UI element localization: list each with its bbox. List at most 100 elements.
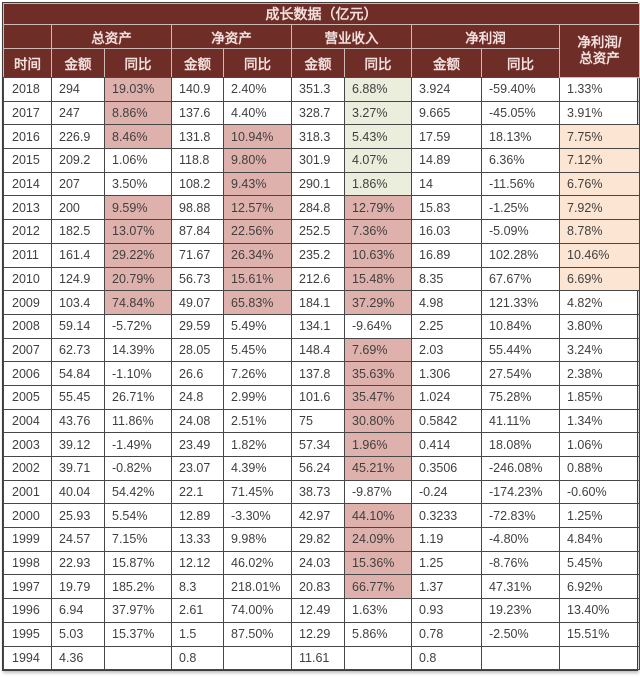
data-cell: 7.69% [344, 337, 412, 363]
table-row: 2012 182.5 13.07% 87.84 22.56% 252.5 7.36% 16.0… [3, 219, 640, 244]
table-row: 2006 54.84 -1.10% 26.6 7.26% 137.8 35.63% 1.306… [3, 361, 640, 386]
data-cell: 0.414 [411, 432, 482, 457]
data-cell: 137.6 [171, 100, 224, 126]
data-cell: 15.61% [223, 266, 292, 292]
year-cell: 1996 [3, 598, 52, 623]
growth-data-table: 成长数据（亿元） 总资产 净资产 营业收入 净利润 净利润/ 总资产 时间 金额… [2, 3, 640, 671]
data-cell: 6.88% [344, 77, 412, 102]
data-cell: 23.49 [171, 432, 224, 457]
data-cell: 2.25 [411, 313, 482, 339]
data-cell: 12.57% [223, 195, 292, 221]
table-row: 1995 5.03 15.37% 1.5 87.50% 12.29 5.86% 0.78 -2.… [3, 621, 640, 647]
data-cell: 15.83 [411, 195, 482, 221]
header-total-assets-yoy: 同比 [104, 48, 172, 78]
data-cell: 0.78 [411, 621, 482, 647]
data-cell: 98.88 [171, 195, 224, 221]
table-row: 2005 55.45 26.71% 24.8 2.99% 101.6 35.47% 1.024… [3, 384, 640, 410]
data-cell: -174.23% [481, 479, 560, 505]
data-cell: -9.64% [344, 313, 412, 339]
data-cell: 9.43% [223, 171, 292, 197]
data-cell: 351.3 [291, 77, 345, 102]
data-cell: 5.54% [104, 503, 172, 529]
data-cell: 14 [411, 171, 482, 197]
data-cell: 42.97 [291, 503, 345, 529]
year-cell: 2010 [3, 266, 52, 292]
data-cell: -1.49% [104, 432, 172, 457]
header-net-profit-yoy: 同比 [481, 48, 560, 78]
data-cell: 0.3506 [411, 456, 482, 481]
data-cell: 10.94% [223, 124, 292, 150]
data-cell: 108.2 [171, 171, 224, 197]
year-cell: 2004 [3, 408, 52, 434]
data-cell: 1.19 [411, 527, 482, 552]
data-cell: 4.39% [223, 456, 292, 481]
sub-header-row: 时间 金额 同比 金额 同比 金额 同比 金额 同比 [3, 48, 640, 78]
data-cell: 102.28% [481, 242, 560, 268]
data-cell: 20.79% [104, 266, 172, 292]
year-cell: 2018 [3, 77, 52, 102]
data-cell: 0.3233 [411, 503, 482, 529]
data-cell: 12.79% [344, 195, 412, 221]
table-row: 2003 39.12 -1.49% 23.49 1.82% 57.34 1.96% 0.414… [3, 432, 640, 457]
data-cell: 9.665 [411, 100, 482, 126]
data-cell: 13.40% [558, 598, 640, 623]
data-cell: 3.24% [558, 337, 640, 363]
data-cell: 19.79 [51, 574, 105, 600]
data-cell: 24.08 [171, 408, 224, 434]
data-cell: -0.60% [558, 479, 640, 505]
data-cell: 1.306 [411, 361, 482, 386]
data-cell: 67.67% [481, 266, 560, 292]
data-cell: 284.8 [291, 195, 345, 221]
data-cell: 2.40% [223, 77, 292, 102]
data-cell: 87.50% [223, 621, 292, 647]
data-cell: 24.8 [171, 384, 224, 410]
data-cell: 57.34 [291, 432, 345, 457]
table-row: 2000 25.93 5.54% 12.89 -3.30% 42.97 44.10% 0.32… [3, 503, 640, 529]
data-cell: -0.24 [411, 479, 482, 505]
table-row: 1994 4.36 0.8 11.61 0.8 [3, 645, 640, 671]
data-cell: 0.88% [558, 456, 640, 481]
data-cell: 161.4 [51, 242, 105, 268]
table-row: 2009 103.4 74.84% 49.07 65.83% 184.1 37.29% 4.9… [3, 290, 640, 315]
data-cell: 12.12 [171, 550, 224, 576]
data-cell: 7.12% [558, 148, 640, 173]
data-cell: 54.84 [51, 361, 105, 386]
data-cell [223, 645, 292, 671]
data-cell: 134.1 [291, 313, 345, 339]
data-cell: 5.43% [344, 124, 412, 150]
time-header-spacer [3, 24, 52, 49]
data-cell: 148.4 [291, 337, 345, 363]
year-cell: 2000 [3, 503, 52, 529]
data-cell: 8.46% [104, 124, 172, 150]
data-cell: 29.59 [171, 313, 224, 339]
table-row: 1997 19.79 185.2% 8.3 218.01% 20.83 66.77% 1.37… [3, 574, 640, 600]
data-cell: 182.5 [51, 219, 105, 244]
data-cell: 5.49% [223, 313, 292, 339]
ratio-header-line2: 总资产 [579, 51, 620, 66]
year-cell: 2017 [3, 100, 52, 126]
data-cell: 0.93 [411, 598, 482, 623]
data-cell: 12.29 [291, 621, 345, 647]
data-cell: 209.2 [51, 148, 105, 173]
data-cell: -246.08% [481, 456, 560, 481]
table-row: 2010 124.9 20.79% 56.73 15.61% 212.6 15.48% 8.3… [3, 266, 640, 292]
data-cell: 43.76 [51, 408, 105, 434]
data-cell: 226.9 [51, 124, 105, 150]
year-cell: 1998 [3, 550, 52, 576]
data-cell: 15.51% [558, 621, 640, 647]
table-row: 2017 247 8.86% 137.6 4.40% 328.7 3.27% 9.665 -45… [3, 100, 640, 126]
year-cell: 2002 [3, 456, 52, 481]
data-cell: -11.56% [481, 171, 560, 197]
data-cell [344, 645, 412, 671]
year-cell: 2006 [3, 361, 52, 386]
data-cell: 1.37 [411, 574, 482, 600]
data-cell: 4.40% [223, 100, 292, 126]
data-cell: 6.92% [558, 574, 640, 600]
data-cell: 17.59 [411, 124, 482, 150]
data-cell: 1.85% [558, 384, 640, 410]
year-cell: 2013 [3, 195, 52, 221]
data-cell: 218.01% [223, 574, 292, 600]
data-cell: 121.33% [481, 290, 560, 315]
data-cell: 44.10% [344, 503, 412, 529]
year-cell: 2001 [3, 479, 52, 505]
